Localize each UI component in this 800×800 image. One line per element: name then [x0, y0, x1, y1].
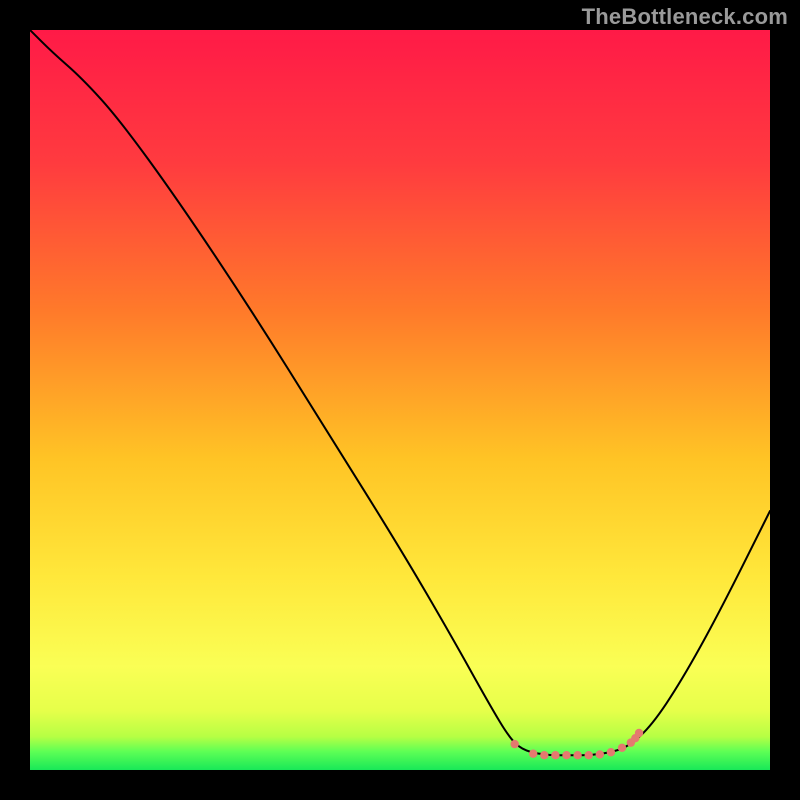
data-marker: [551, 751, 559, 759]
data-marker: [562, 751, 570, 759]
data-marker: [540, 751, 548, 759]
data-marker: [618, 744, 626, 752]
data-marker: [607, 748, 615, 756]
data-marker: [585, 751, 593, 759]
data-marker: [635, 729, 643, 737]
data-marker: [511, 740, 519, 748]
plot-svg: [30, 30, 770, 770]
plot-area: [30, 30, 770, 770]
chart-container: TheBottleneck.com: [0, 0, 800, 800]
data-marker: [529, 750, 537, 758]
data-marker: [573, 751, 581, 759]
watermark-text: TheBottleneck.com: [582, 4, 788, 30]
data-marker: [596, 750, 604, 758]
gradient-background: [30, 30, 770, 770]
